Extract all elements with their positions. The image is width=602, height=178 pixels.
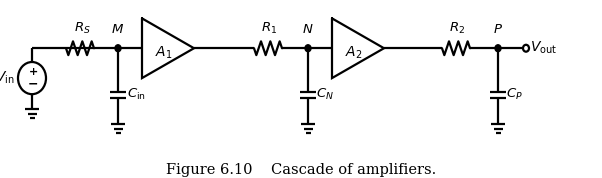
Text: $A_1$: $A_1$: [155, 45, 173, 61]
Text: Figure 6.10    Cascade of amplifiers.: Figure 6.10 Cascade of amplifiers.: [166, 163, 436, 177]
Text: $M$: $M$: [111, 23, 125, 36]
Text: $A_2$: $A_2$: [346, 45, 363, 61]
Text: $R_1$: $R_1$: [261, 20, 277, 36]
Circle shape: [305, 45, 311, 52]
Text: $V_{\rm out}$: $V_{\rm out}$: [530, 40, 557, 56]
Text: $C_P$: $C_P$: [506, 87, 523, 102]
Circle shape: [495, 45, 501, 52]
Text: $R_2$: $R_2$: [449, 20, 465, 36]
Text: $V_{\rm in}$: $V_{\rm in}$: [0, 70, 15, 86]
Text: +: +: [28, 67, 37, 77]
Text: $C_N$: $C_N$: [316, 87, 334, 102]
Circle shape: [523, 45, 529, 52]
Text: $N$: $N$: [302, 23, 314, 36]
Text: $C_{\rm in}$: $C_{\rm in}$: [127, 87, 146, 102]
Text: $R_S$: $R_S$: [73, 20, 90, 36]
Circle shape: [115, 45, 121, 52]
Text: $P$: $P$: [493, 23, 503, 36]
Text: −: −: [28, 77, 39, 90]
